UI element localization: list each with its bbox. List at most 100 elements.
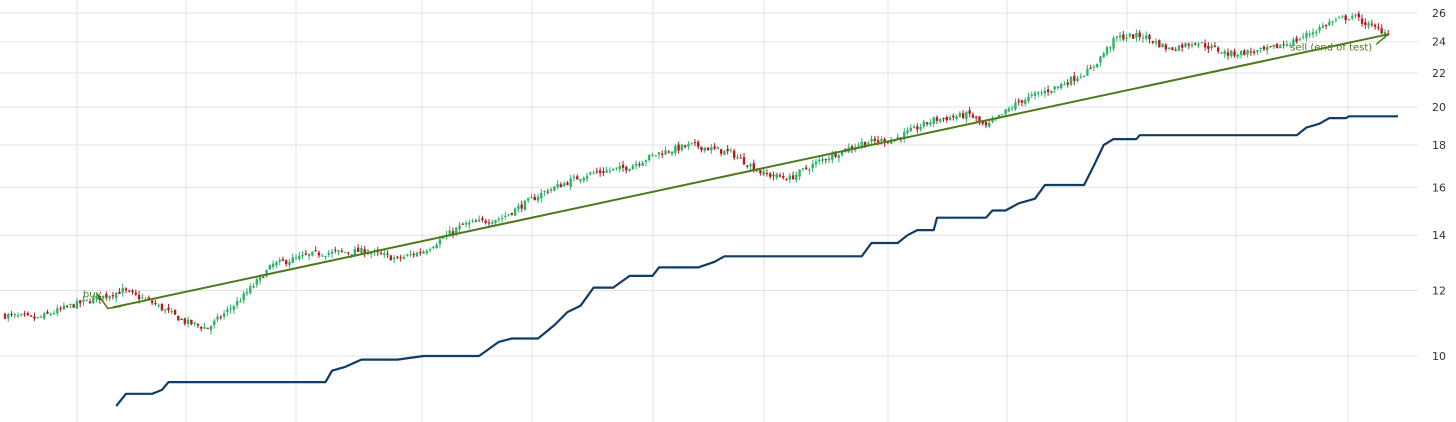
buy-label: buy bbox=[83, 289, 102, 300]
candle-up bbox=[1305, 32, 1308, 38]
candle-up bbox=[157, 304, 160, 306]
candle-up bbox=[239, 301, 242, 303]
candle-down bbox=[595, 171, 599, 173]
candle-up bbox=[1033, 92, 1037, 96]
candle-up bbox=[1351, 16, 1354, 19]
candle-down bbox=[693, 142, 697, 144]
candle-up bbox=[1076, 78, 1079, 82]
candle-down bbox=[768, 173, 772, 177]
candle-down bbox=[1226, 52, 1230, 56]
candle-down bbox=[1158, 40, 1161, 48]
candle-up bbox=[69, 303, 72, 306]
candle-up bbox=[1043, 90, 1047, 94]
candle-up bbox=[615, 167, 618, 169]
candle-up bbox=[729, 150, 733, 152]
candle-down bbox=[314, 250, 317, 252]
candle-up bbox=[320, 255, 324, 257]
candle-down bbox=[667, 151, 671, 153]
candle-up bbox=[543, 191, 546, 193]
candle-up bbox=[464, 222, 468, 225]
candle-up bbox=[1288, 44, 1292, 46]
candle-down bbox=[281, 259, 285, 261]
candle-up bbox=[585, 175, 589, 179]
candle-down bbox=[137, 295, 141, 300]
candle-down bbox=[1252, 51, 1256, 53]
candle-up bbox=[1082, 76, 1086, 78]
candle-up bbox=[1030, 94, 1033, 96]
candle-down bbox=[23, 313, 26, 315]
candle-up bbox=[288, 261, 291, 266]
candle-down bbox=[196, 323, 200, 326]
candle-up bbox=[265, 270, 268, 277]
candle-up bbox=[43, 313, 46, 319]
candle-up bbox=[1236, 54, 1239, 57]
candle-up bbox=[1334, 19, 1338, 21]
candle-down bbox=[1207, 46, 1210, 49]
y-tick-label: 14 bbox=[1432, 229, 1446, 242]
candle-up bbox=[56, 308, 59, 314]
candle-up bbox=[1311, 32, 1315, 35]
candle-down bbox=[752, 163, 756, 171]
candle-up bbox=[406, 254, 409, 256]
candle-up bbox=[1056, 86, 1060, 88]
candle-up bbox=[52, 313, 56, 315]
candle-up bbox=[75, 300, 79, 309]
candle-down bbox=[863, 141, 867, 146]
candle-up bbox=[831, 153, 834, 160]
candle-up bbox=[513, 208, 517, 216]
candle-up bbox=[569, 178, 572, 187]
candle-down bbox=[262, 277, 265, 279]
candle-down bbox=[160, 304, 164, 311]
candle-up bbox=[193, 322, 196, 324]
candle-down bbox=[520, 204, 523, 209]
grid-lines bbox=[0, 0, 1418, 422]
candle-up bbox=[647, 154, 651, 161]
candle-down bbox=[304, 253, 308, 255]
candle-down bbox=[700, 146, 703, 151]
candle-up bbox=[608, 170, 612, 172]
candle-up bbox=[909, 127, 912, 132]
candle-up bbox=[1145, 35, 1148, 39]
candle-down bbox=[386, 253, 389, 255]
candle-up bbox=[36, 317, 39, 319]
candle-up bbox=[268, 265, 272, 270]
candle-up bbox=[958, 112, 962, 117]
candle-down bbox=[1164, 44, 1168, 50]
candle-up bbox=[249, 286, 252, 293]
candle-up bbox=[441, 237, 445, 239]
candle-up bbox=[311, 251, 314, 256]
candle-down bbox=[981, 121, 984, 124]
candle-down bbox=[621, 164, 625, 168]
candle-down bbox=[772, 175, 775, 177]
candle-down bbox=[1262, 46, 1266, 50]
candle-up bbox=[948, 117, 952, 121]
candle-up bbox=[641, 162, 644, 167]
candle-down bbox=[1138, 32, 1141, 38]
candle-up bbox=[455, 227, 458, 234]
candle-up bbox=[1315, 31, 1318, 33]
candle-up bbox=[1259, 48, 1262, 50]
candle-up bbox=[353, 249, 357, 256]
candle-up bbox=[798, 169, 801, 177]
candle-down bbox=[546, 191, 550, 193]
candle-up bbox=[775, 173, 778, 178]
candle-down bbox=[1213, 45, 1217, 47]
candle-down bbox=[88, 301, 92, 304]
candle-up bbox=[186, 319, 190, 324]
candle-up bbox=[1210, 45, 1213, 49]
candle-up bbox=[674, 145, 677, 154]
candle-down bbox=[1174, 49, 1177, 51]
candle-down bbox=[134, 292, 137, 295]
candle-up bbox=[1272, 44, 1275, 48]
candle-up bbox=[1318, 27, 1321, 31]
candle-up bbox=[1337, 17, 1341, 19]
candle-down bbox=[739, 157, 742, 159]
candle-up bbox=[1161, 43, 1164, 48]
candle-down bbox=[1357, 13, 1360, 18]
candle-up bbox=[955, 116, 958, 119]
candle-up bbox=[690, 142, 693, 144]
candle-up bbox=[912, 126, 916, 129]
candle-up bbox=[814, 161, 818, 165]
candle-down bbox=[150, 300, 154, 304]
candle-down bbox=[1373, 24, 1377, 27]
